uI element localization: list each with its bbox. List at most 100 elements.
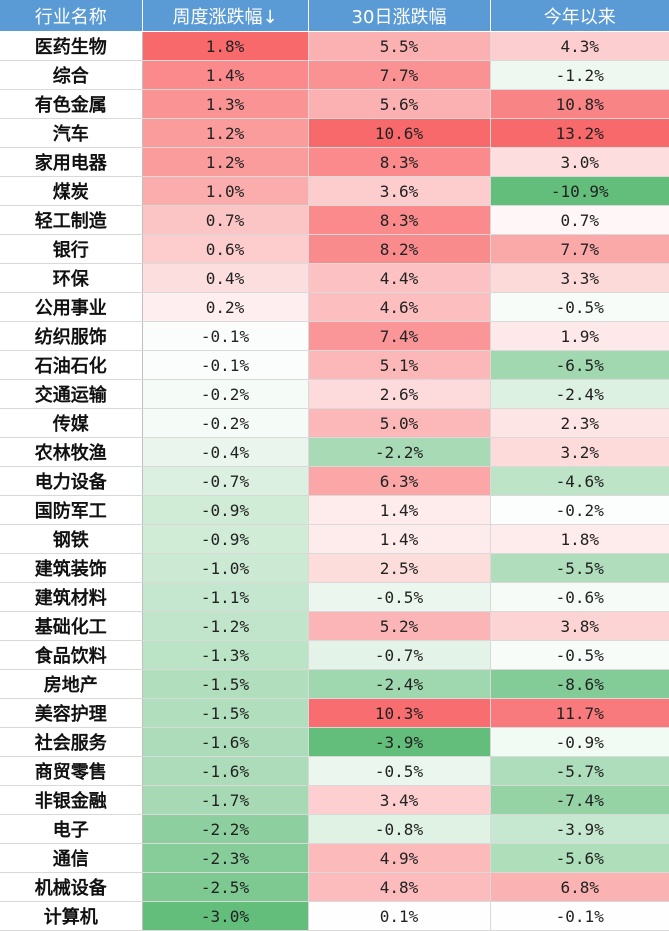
30-day-change-cell: 8.3% xyxy=(308,147,491,177)
header-weekly-change-sorted[interactable]: 周度涨跌幅↓ xyxy=(142,0,309,32)
table-row: 国防军工 -0.9% 1.4% -0.2% xyxy=(0,495,669,525)
table-row: 电力设备 -0.7% 6.3% -4.6% xyxy=(0,466,669,496)
table-row: 通信 -2.3% 4.9% -5.6% xyxy=(0,843,669,873)
ytd-change-cell: -3.9% xyxy=(490,814,669,844)
table-row: 基础化工 -1.2% 5.2% 3.8% xyxy=(0,611,669,641)
30-day-change-cell: 10.6% xyxy=(308,118,491,148)
weekly-change-cell: -1.2% xyxy=(142,611,309,641)
30-day-change-cell: 10.3% xyxy=(308,698,491,728)
ytd-change-cell: -0.6% xyxy=(490,582,669,612)
30-day-change-cell: 5.6% xyxy=(308,89,491,119)
table-row: 交通运输 -0.2% 2.6% -2.4% xyxy=(0,379,669,409)
ytd-change-cell: -4.6% xyxy=(490,466,669,496)
weekly-change-cell: -1.6% xyxy=(142,727,309,757)
weekly-change-cell: -0.2% xyxy=(142,408,309,438)
30-day-change-cell: 2.6% xyxy=(308,379,491,409)
industry-name-cell: 电力设备 xyxy=(0,466,143,496)
30-day-change-cell: 1.4% xyxy=(308,524,491,554)
ytd-change-cell: -5.6% xyxy=(490,843,669,873)
table-row: 食品饮料 -1.3% -0.7% -0.5% xyxy=(0,640,669,670)
30-day-change-cell: 6.3% xyxy=(308,466,491,496)
ytd-change-cell: -0.5% xyxy=(490,292,669,322)
table-row: 环保 0.4% 4.4% 3.3% xyxy=(0,263,669,293)
ytd-change-cell: 4.3% xyxy=(490,31,669,61)
30-day-change-cell: 4.8% xyxy=(308,872,491,902)
30-day-change-cell: 7.7% xyxy=(308,60,491,90)
ytd-change-cell: 10.8% xyxy=(490,89,669,119)
weekly-change-cell: -3.0% xyxy=(142,901,309,931)
ytd-change-cell: 6.8% xyxy=(490,872,669,902)
industry-name-cell: 公用事业 xyxy=(0,292,143,322)
ytd-change-cell: 3.8% xyxy=(490,611,669,641)
ytd-change-cell: -7.4% xyxy=(490,785,669,815)
ytd-change-cell: 1.9% xyxy=(490,321,669,351)
table-row: 社会服务 -1.6% -3.9% -0.9% xyxy=(0,727,669,757)
table-header: 行业名称 周度涨跌幅↓ 30日涨跌幅 今年以来 xyxy=(0,0,669,32)
weekly-change-cell: 1.4% xyxy=(142,60,309,90)
weekly-change-cell: -0.1% xyxy=(142,350,309,380)
weekly-change-cell: -1.7% xyxy=(142,785,309,815)
30-day-change-cell: -0.8% xyxy=(308,814,491,844)
weekly-change-cell: -2.2% xyxy=(142,814,309,844)
weekly-change-cell: 1.8% xyxy=(142,31,309,61)
30-day-change-cell: 2.5% xyxy=(308,553,491,583)
industry-name-cell: 建筑材料 xyxy=(0,582,143,612)
weekly-change-cell: -0.9% xyxy=(142,524,309,554)
table-row: 房地产 -1.5% -2.4% -8.6% xyxy=(0,669,669,699)
industry-name-cell: 社会服务 xyxy=(0,727,143,757)
weekly-change-cell: -0.2% xyxy=(142,379,309,409)
weekly-change-cell: 1.0% xyxy=(142,176,309,206)
header-30-day-change[interactable]: 30日涨跌幅 xyxy=(308,0,491,32)
industry-name-cell: 石油石化 xyxy=(0,350,143,380)
table-row: 农林牧渔 -0.4% -2.2% 3.2% xyxy=(0,437,669,467)
ytd-change-cell: -10.9% xyxy=(490,176,669,206)
industry-name-cell: 房地产 xyxy=(0,669,143,699)
weekly-change-cell: -0.7% xyxy=(142,466,309,496)
weekly-change-cell: -1.1% xyxy=(142,582,309,612)
table-row: 医药生物 1.8% 5.5% 4.3% xyxy=(0,31,669,61)
weekly-change-cell: -2.5% xyxy=(142,872,309,902)
header-ytd-change[interactable]: 今年以来 xyxy=(490,0,669,32)
30-day-change-cell: 4.6% xyxy=(308,292,491,322)
30-day-change-cell: 1.4% xyxy=(308,495,491,525)
weekly-change-cell: 0.2% xyxy=(142,292,309,322)
ytd-change-cell: -5.7% xyxy=(490,756,669,786)
ytd-change-cell: -0.5% xyxy=(490,640,669,670)
30-day-change-cell: 5.0% xyxy=(308,408,491,438)
industry-name-cell: 传媒 xyxy=(0,408,143,438)
table-row: 机械设备 -2.5% 4.8% 6.8% xyxy=(0,872,669,902)
industry-name-cell: 有色金属 xyxy=(0,89,143,119)
weekly-change-cell: -1.5% xyxy=(142,698,309,728)
weekly-change-cell: -0.1% xyxy=(142,321,309,351)
industry-name-cell: 医药生物 xyxy=(0,31,143,61)
weekly-change-cell: -1.0% xyxy=(142,553,309,583)
30-day-change-cell: 5.1% xyxy=(308,350,491,380)
table-row: 汽车 1.2% 10.6% 13.2% xyxy=(0,118,669,148)
30-day-change-cell: -0.7% xyxy=(308,640,491,670)
ytd-change-cell: 7.7% xyxy=(490,234,669,264)
30-day-change-cell: 8.2% xyxy=(308,234,491,264)
30-day-change-cell: 8.3% xyxy=(308,205,491,235)
industry-name-cell: 煤炭 xyxy=(0,176,143,206)
header-industry-name[interactable]: 行业名称 xyxy=(0,0,143,32)
30-day-change-cell: 7.4% xyxy=(308,321,491,351)
ytd-change-cell: -6.5% xyxy=(490,350,669,380)
30-day-change-cell: 3.4% xyxy=(308,785,491,815)
weekly-change-cell: -1.5% xyxy=(142,669,309,699)
table-row: 美容护理 -1.5% 10.3% 11.7% xyxy=(0,698,669,728)
30-day-change-cell: 3.6% xyxy=(308,176,491,206)
table-row: 石油石化 -0.1% 5.1% -6.5% xyxy=(0,350,669,380)
weekly-change-cell: -0.9% xyxy=(142,495,309,525)
industry-name-cell: 轻工制造 xyxy=(0,205,143,235)
weekly-change-cell: 0.6% xyxy=(142,234,309,264)
industry-name-cell: 农林牧渔 xyxy=(0,437,143,467)
weekly-change-cell: 1.3% xyxy=(142,89,309,119)
industry-name-cell: 交通运输 xyxy=(0,379,143,409)
ytd-change-cell: -5.5% xyxy=(490,553,669,583)
table-row: 商贸零售 -1.6% -0.5% -5.7% xyxy=(0,756,669,786)
ytd-change-cell: 3.2% xyxy=(490,437,669,467)
table-row: 有色金属 1.3% 5.6% 10.8% xyxy=(0,89,669,119)
table-body: 医药生物 1.8% 5.5% 4.3% 综合 1.4% 7.7% -1.2% 有色金属 1.3% 5… xyxy=(0,31,669,931)
